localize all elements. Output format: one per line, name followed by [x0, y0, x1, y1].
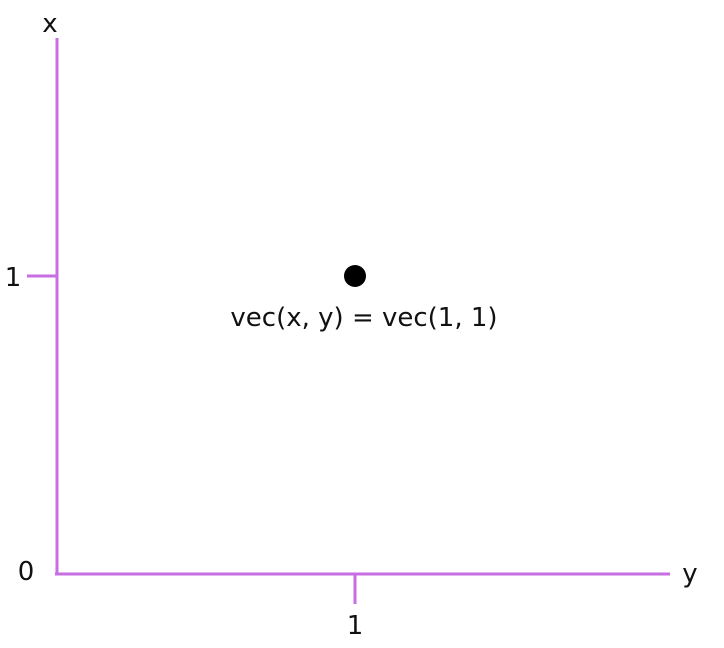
vector-point	[344, 265, 366, 287]
origin-label: 0	[18, 557, 35, 587]
horizontal-axis-label: y	[682, 559, 697, 589]
horizontal-tick-label: 1	[347, 611, 364, 641]
vector-point-label: vec(x, y) = vec(1, 1)	[230, 303, 497, 333]
vertical-axis-label: x	[42, 9, 57, 39]
vertical-tick-label: 1	[5, 263, 22, 293]
